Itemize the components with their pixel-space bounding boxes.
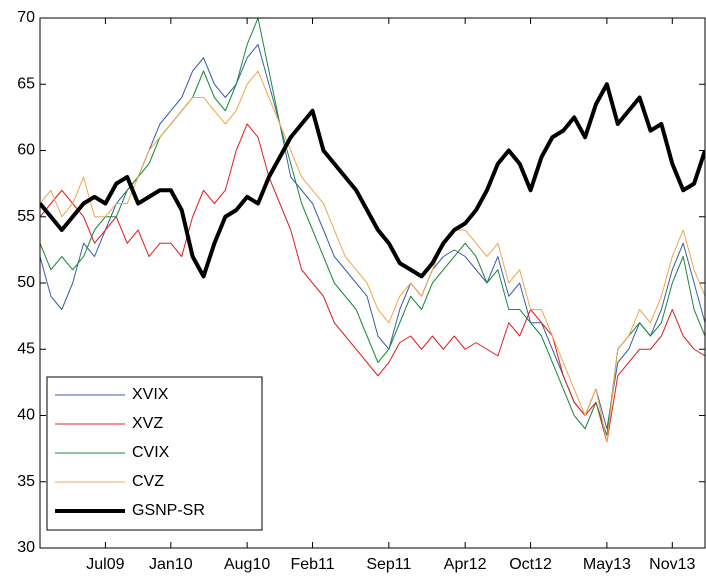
x-tick-label: Aug10: [224, 556, 270, 573]
series-line: [40, 123, 705, 443]
legend: XVIX XVZ CVIX CVZ GSNP-SR: [46, 376, 263, 531]
legend-label: XVZ: [132, 415, 163, 432]
y-tick-label: 70: [17, 9, 35, 26]
x-tick-label: Apr12: [444, 556, 487, 573]
y-tick-label: 65: [17, 75, 35, 92]
x-tick-label: Jul09: [86, 556, 124, 573]
x-tick-label: Feb11: [290, 556, 334, 573]
series-line: [40, 44, 705, 430]
series-line: [40, 82, 705, 279]
y-tick-label: 60: [17, 142, 35, 159]
legend-label: GSNP-SR: [132, 502, 205, 519]
y-tick-label: 35: [17, 473, 35, 490]
y-tick-label: 40: [17, 407, 35, 424]
plot-lines: [40, 18, 705, 443]
x-tick-label: Nov13: [649, 556, 695, 573]
series-line: [40, 70, 705, 443]
x-tick-label: Oct12: [509, 556, 552, 573]
y-tick-label: 30: [17, 539, 35, 556]
y-tick-label: 45: [17, 340, 35, 357]
x-tick-label: Jan10: [149, 556, 193, 573]
x-tick-label: May13: [583, 556, 631, 573]
series-line: [40, 18, 705, 436]
x-tick-label: Sep11: [366, 556, 411, 573]
y-tick-label: 50: [17, 274, 35, 291]
y-tick-label: 55: [17, 208, 35, 225]
legend-label: XVIX: [132, 386, 169, 403]
legend-label: CVZ: [132, 473, 164, 490]
legend-label: CVIX: [132, 444, 170, 461]
axes-box: [39, 17, 706, 549]
